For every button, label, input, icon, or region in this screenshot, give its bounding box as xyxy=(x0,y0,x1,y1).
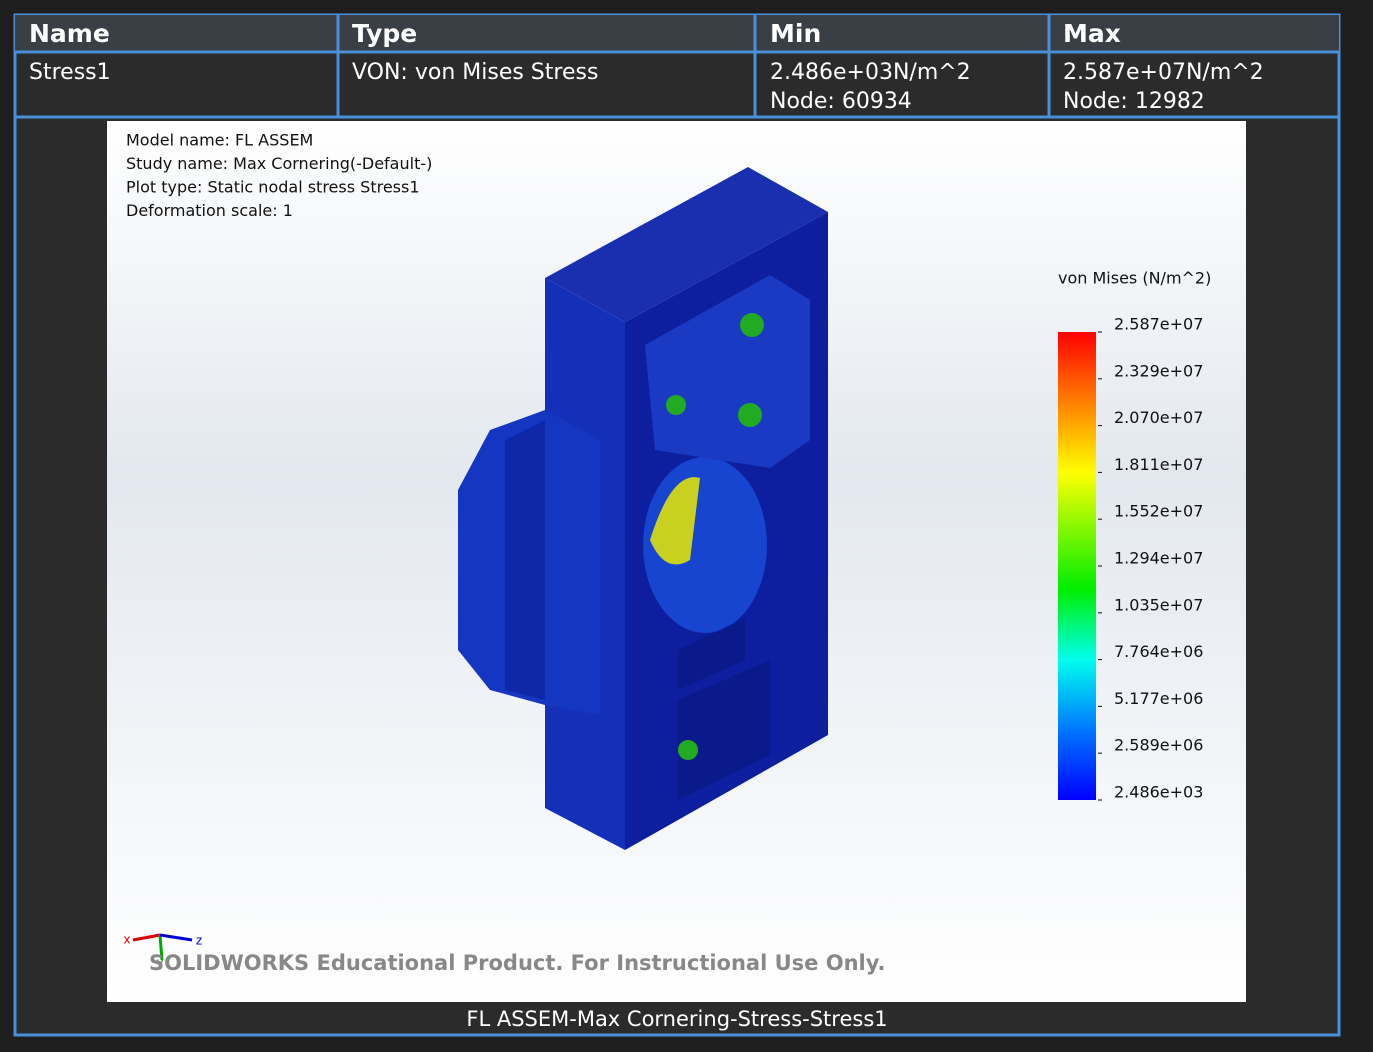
legend-label: 1.294e+07 xyxy=(1114,549,1203,568)
plot-info: Deformation scale: 1 xyxy=(126,201,293,220)
legend-label: 1.811e+07 xyxy=(1114,455,1203,474)
header-cell: Name xyxy=(29,19,110,48)
header-row xyxy=(15,15,1339,52)
plot-info: Plot type: Static nodal stress Stress1 xyxy=(126,178,420,197)
cell-text: 2.587e+07N/m^2 xyxy=(1063,60,1264,85)
axis-label: z xyxy=(196,934,202,948)
legend-title: von Mises (N/m^2) xyxy=(1058,269,1211,288)
watermark: SOLIDWORKS Educational Product. For Inst… xyxy=(149,951,885,975)
legend-label: 2.587e+07 xyxy=(1114,315,1203,334)
color-bar xyxy=(1058,332,1096,800)
legend-label: 2.329e+07 xyxy=(1114,361,1203,380)
triad xyxy=(132,933,193,961)
axis-label: x xyxy=(123,933,130,947)
plot-info: Model name: FL ASSEM xyxy=(126,131,313,150)
model xyxy=(458,167,828,850)
header-cell: Max xyxy=(1063,19,1121,48)
legend-label: 2.589e+06 xyxy=(1114,736,1203,755)
legend-label: 7.764e+06 xyxy=(1114,642,1203,661)
plot-info: Study name: Max Cornering(-Default-) xyxy=(126,154,432,173)
cell-text: Node: 60934 xyxy=(770,89,912,114)
legend-label: 1.552e+07 xyxy=(1114,502,1203,521)
cell-text: Node: 12982 xyxy=(1063,89,1205,114)
cell-text: Stress1 xyxy=(29,60,111,85)
cell-text: VON: von Mises Stress xyxy=(352,60,598,85)
cell-text: 2.486e+03N/m^2 xyxy=(770,60,971,85)
legend-label: 2.070e+07 xyxy=(1114,408,1203,427)
axis-label: y xyxy=(156,956,163,970)
header-cell: Min xyxy=(770,19,821,48)
caption: FL ASSEM-Max Cornering-Stress-Stress1 xyxy=(466,1007,887,1031)
legend-label: 1.035e+07 xyxy=(1114,595,1203,614)
cell-borders xyxy=(15,15,1339,119)
header-cell: Type xyxy=(352,19,417,48)
legend-label: 2.486e+03 xyxy=(1114,783,1203,802)
legend-label: 5.177e+06 xyxy=(1114,689,1203,708)
